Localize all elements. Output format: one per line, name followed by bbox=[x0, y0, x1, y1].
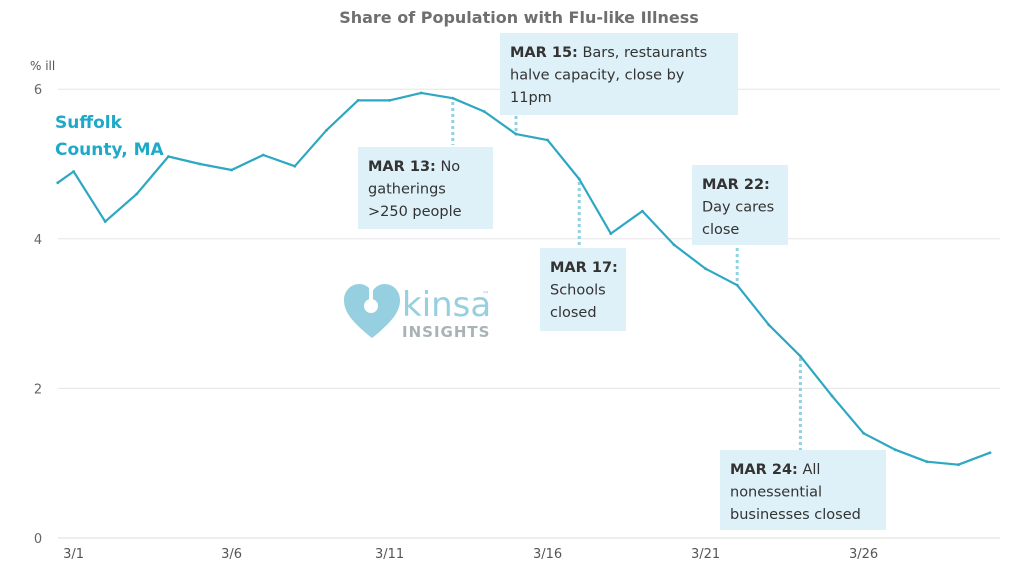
y-axis-label: % ill bbox=[30, 59, 55, 73]
data-point bbox=[830, 394, 834, 398]
gridlines bbox=[58, 88, 1000, 539]
data-point bbox=[577, 177, 581, 181]
series-label-line-1: Suffolk bbox=[55, 113, 123, 133]
annotation-callout: MAR 13: No gatherings >250 people bbox=[358, 102, 493, 229]
annotation-box bbox=[500, 33, 738, 115]
annotation-line: Bars, restaurants bbox=[578, 45, 707, 61]
data-point bbox=[862, 431, 865, 435]
annotation-callout: MAR 24: All nonessential businesses closed bbox=[720, 358, 886, 530]
x-tick-label: 3/26 bbox=[849, 547, 878, 562]
x-tick-label: 3/11 bbox=[375, 547, 404, 562]
annotation-date: MAR 22: bbox=[702, 177, 770, 193]
data-point bbox=[451, 96, 455, 100]
annotation-callout: MAR 22: Day cares close bbox=[692, 165, 788, 284]
annotation-box bbox=[692, 165, 788, 245]
data-point bbox=[230, 168, 234, 172]
data-point bbox=[767, 323, 771, 327]
data-point bbox=[799, 354, 802, 358]
data-point bbox=[988, 451, 992, 455]
annotation-text: MAR 13: No gatherings >250 people bbox=[368, 159, 462, 220]
data-point bbox=[514, 132, 518, 136]
annotation-box bbox=[540, 248, 626, 331]
annotation-text: MAR 15: Bars, restaurants halve capacity,… bbox=[510, 45, 707, 106]
logo-wordmark: kinsa bbox=[402, 285, 491, 325]
logo-subtitle: INSIGHTS bbox=[402, 323, 490, 341]
data-point bbox=[546, 138, 549, 142]
annotation-line: Schools bbox=[550, 283, 606, 299]
data-point bbox=[641, 209, 644, 213]
y-tick-label: 6 bbox=[34, 83, 42, 98]
annotation-box bbox=[720, 450, 886, 530]
data-point bbox=[167, 155, 170, 158]
annotation-callout: MAR 15: Bars, restaurants halve capacity,… bbox=[500, 33, 738, 135]
data-point bbox=[609, 232, 613, 235]
annotations: MAR 13: No gatherings >250 people MAR 15: B… bbox=[358, 33, 886, 530]
x-tick-label: 3/6 bbox=[221, 547, 242, 562]
annotation-date: MAR 17: bbox=[550, 260, 618, 276]
data-point bbox=[735, 283, 739, 287]
annotation-line: All bbox=[798, 462, 821, 478]
y-tick-label: 2 bbox=[34, 382, 42, 397]
data-point bbox=[198, 162, 202, 166]
annotation-line: 11pm bbox=[510, 90, 552, 106]
y-tick-label: 4 bbox=[34, 233, 42, 248]
series-line bbox=[57, 91, 991, 466]
x-tick-label: 3/16 bbox=[533, 547, 562, 562]
annotation-date: MAR 13: bbox=[368, 159, 436, 175]
data-point bbox=[419, 91, 423, 95]
annotation-callout: MAR 17: Schools closed bbox=[540, 182, 626, 331]
y-tick-label: 0 bbox=[34, 532, 42, 547]
data-point bbox=[72, 170, 75, 173]
data-point bbox=[293, 164, 297, 168]
annotation-line: No bbox=[436, 159, 460, 175]
x-tick-label: 3/21 bbox=[691, 547, 720, 562]
annotation-line: halve capacity, close by bbox=[510, 68, 685, 84]
heart-thermometer-icon bbox=[344, 284, 400, 338]
data-point bbox=[356, 99, 360, 102]
data-point bbox=[135, 192, 139, 196]
annotation-date: MAR 24: bbox=[730, 462, 798, 478]
data-point bbox=[261, 153, 265, 157]
chart-title: Share of Population with Flu-like Illnes… bbox=[339, 8, 699, 27]
annotation-line: gatherings bbox=[368, 182, 446, 198]
data-point bbox=[925, 460, 929, 464]
annotation-line: Day cares bbox=[702, 200, 774, 216]
annotation-text: MAR 22: Day cares close bbox=[702, 177, 774, 238]
data-point bbox=[483, 110, 486, 114]
annotation-line: close bbox=[702, 222, 739, 238]
annotation-line: nonessential bbox=[730, 485, 822, 501]
x-tick-label: 3/1 bbox=[63, 547, 84, 562]
data-point bbox=[704, 267, 707, 271]
annotation-line: >250 people bbox=[368, 204, 462, 220]
data-point bbox=[893, 448, 897, 452]
data-point bbox=[388, 99, 391, 102]
series-label-line-2: County, MA bbox=[55, 140, 165, 160]
logo-trademark: ™ bbox=[482, 290, 490, 299]
x-axis-ticks: 3/1 3/6 3/11 3/16 3/21 3/26 bbox=[63, 547, 878, 562]
annotation-date: MAR 15: bbox=[510, 45, 578, 61]
annotation-line: closed bbox=[550, 305, 597, 321]
annotation-box bbox=[358, 147, 493, 229]
series-label: Suffolk County, MA bbox=[55, 113, 165, 160]
y-axis-ticks: 0 2 4 6 bbox=[34, 83, 42, 547]
annotation-text: MAR 24: All nonessential businesses closed bbox=[730, 462, 861, 523]
kinsa-logo: kinsa INSIGHTS ™ bbox=[344, 284, 491, 341]
annotation-line: businesses closed bbox=[730, 507, 861, 523]
data-point bbox=[672, 243, 676, 247]
data-point bbox=[103, 220, 107, 223]
data-point bbox=[325, 128, 328, 132]
annotation-text: MAR 17: Schools closed bbox=[550, 260, 618, 321]
data-point bbox=[957, 463, 960, 467]
series-layer bbox=[56, 91, 992, 467]
data-point bbox=[56, 181, 60, 185]
